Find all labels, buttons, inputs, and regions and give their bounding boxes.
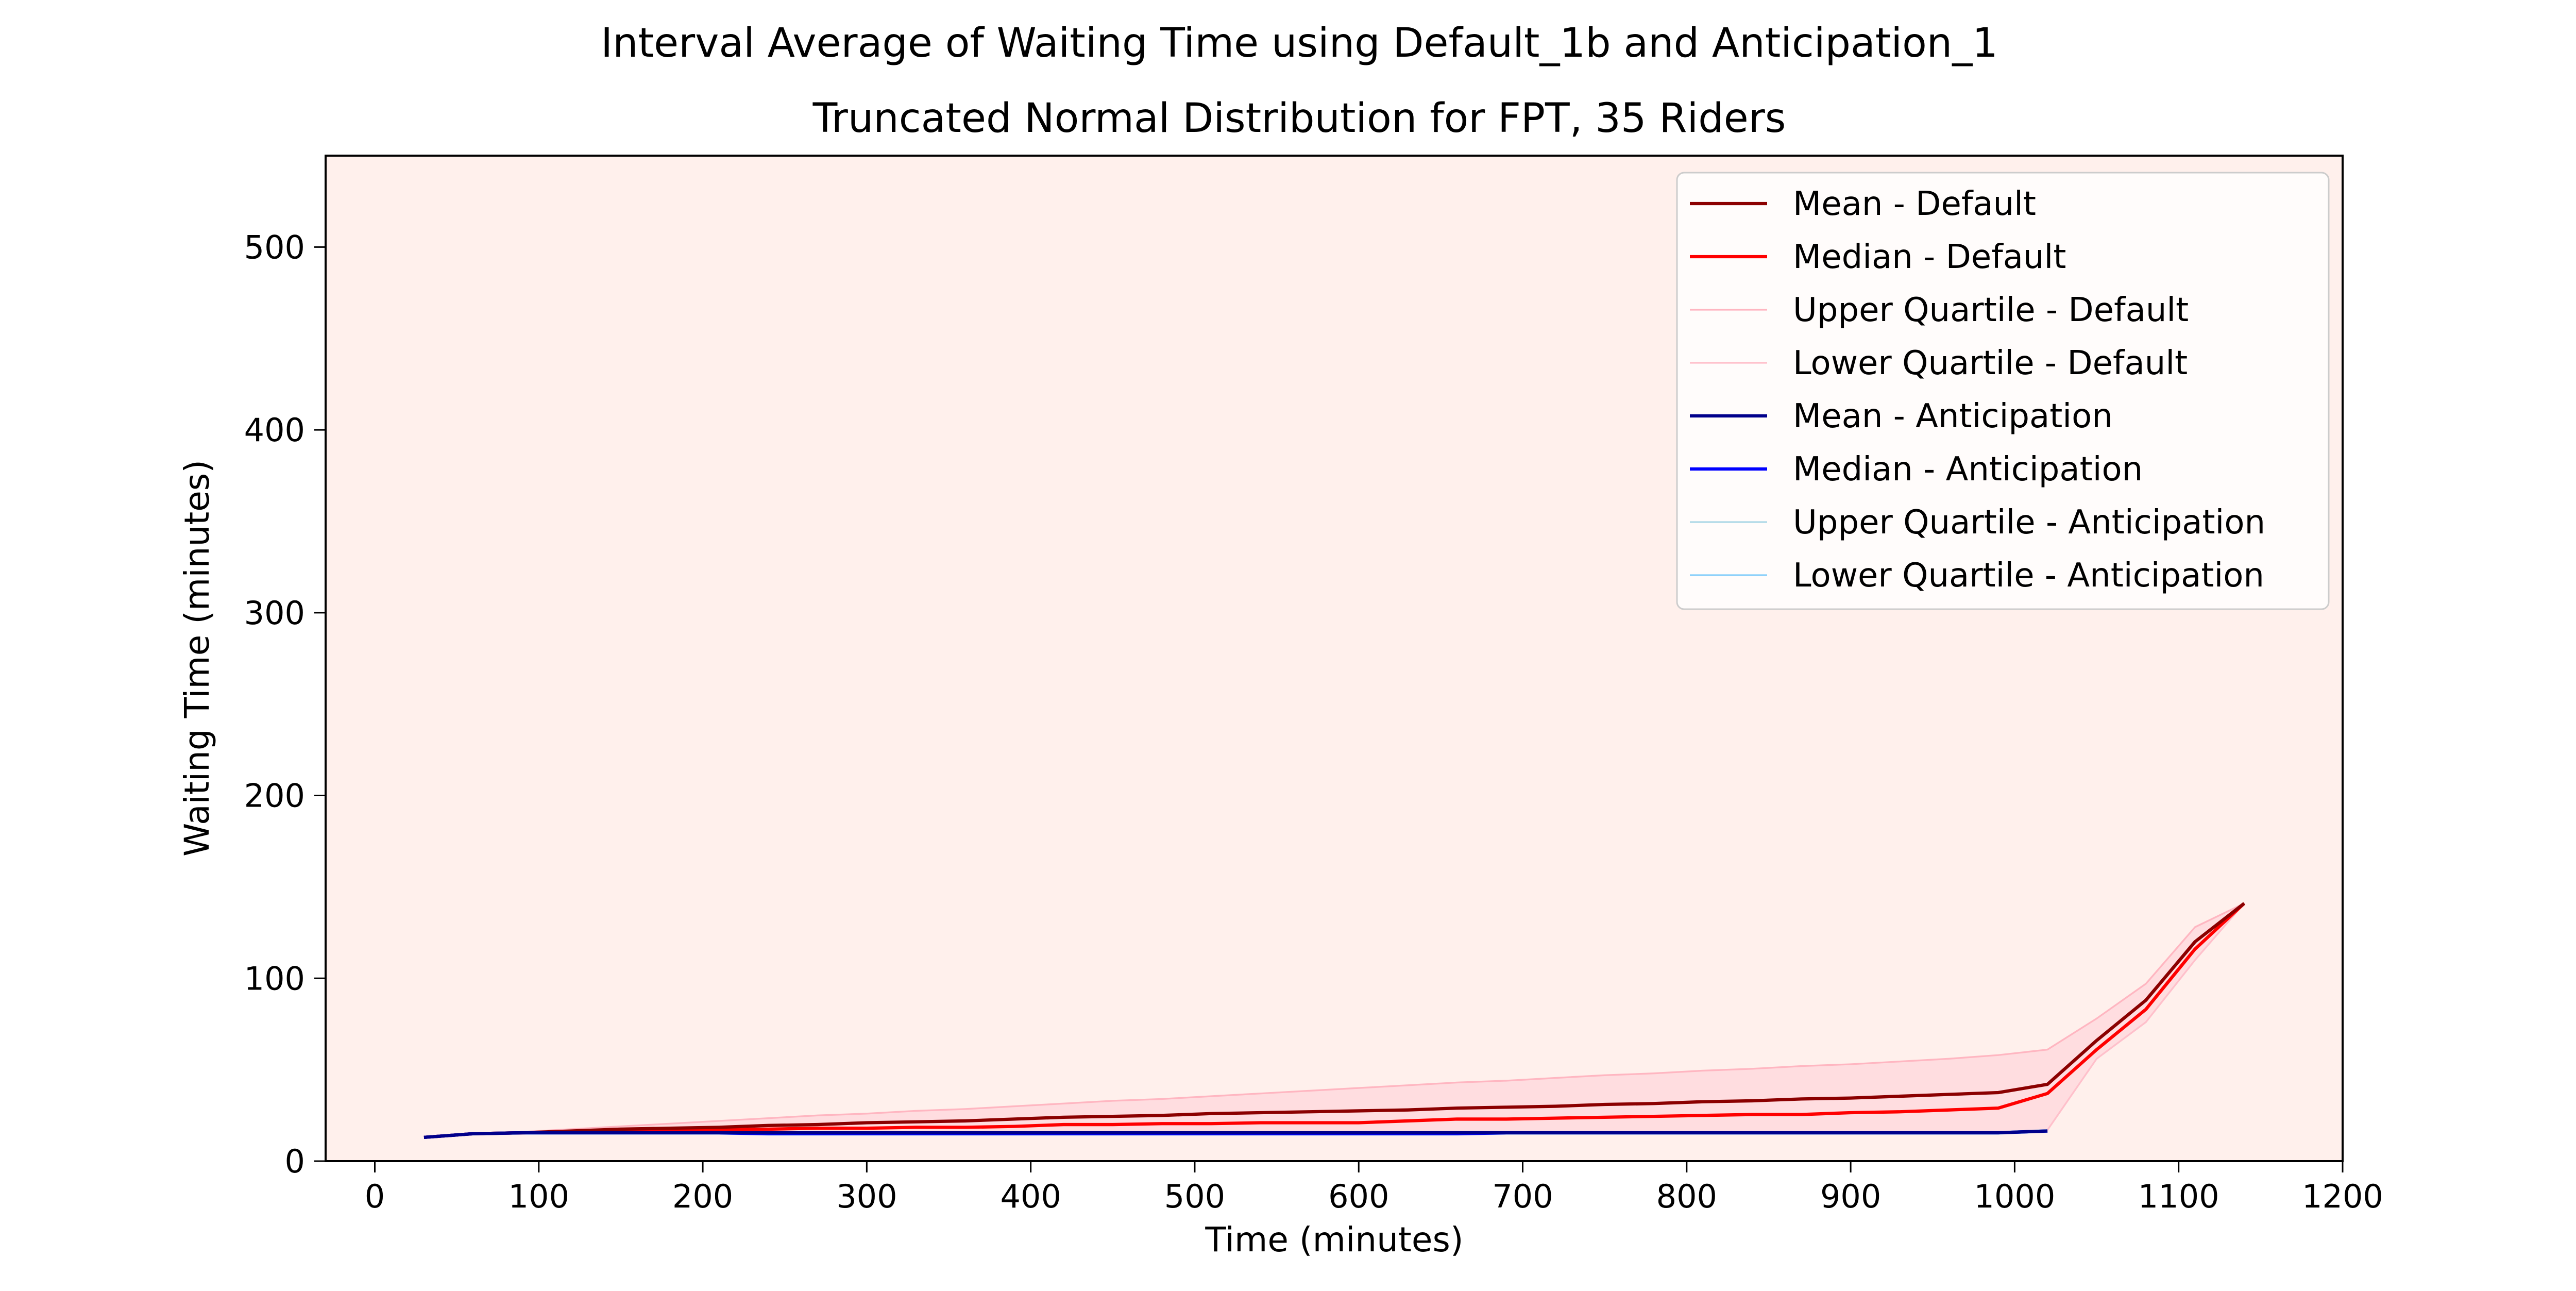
chart-subtitle: Truncated Normal Distribution for FPT, 3…: [812, 95, 1786, 142]
x-tick-label: 500: [1164, 1178, 1225, 1215]
plot-frame: [325, 155, 2344, 1162]
x-tick-label: 1000: [1974, 1178, 2056, 1215]
legend-label: Mean - Anticipation: [1793, 397, 2113, 435]
x-axis: 0 100 200 300 400 500 600 700 800 900 1000 1100 1200: [365, 1161, 2383, 1215]
legend-label: Upper Quartile - Anticipation: [1793, 504, 2265, 542]
x-axis-label: Time (minutes): [1205, 1220, 1463, 1260]
x-tick-label: 1200: [2302, 1178, 2383, 1215]
x-tick-label: 700: [1492, 1178, 1553, 1215]
x-tick-label: 0: [365, 1178, 385, 1215]
y-tick-label: 300: [244, 594, 305, 632]
x-tick-label: 100: [509, 1178, 569, 1215]
y-axis-label: Waiting Time (minutes): [177, 460, 217, 857]
series-line-upper-quartile-default: [423, 902, 2245, 1138]
default-quartile-band: [423, 903, 2245, 1137]
y-tick-label: 100: [244, 960, 305, 997]
x-tick-label: 900: [1820, 1178, 1881, 1215]
x-tick-label: 800: [1656, 1178, 1717, 1215]
y-axis: 0 100 200 300 400 500: [244, 228, 326, 1180]
legend: Mean - Default Median - Default Upper Quar…: [1676, 172, 2330, 610]
series-lines: [423, 902, 2246, 1139]
x-tick-label: 1100: [2138, 1178, 2219, 1215]
chart-title: Interval Average of Waiting Time using D…: [601, 20, 1998, 66]
x-tick-label: 200: [672, 1178, 733, 1215]
y-tick-label: 500: [244, 228, 305, 266]
legend-label: Lower Quartile - Anticipation: [1793, 557, 2264, 595]
legend-label: Median - Anticipation: [1793, 450, 2143, 489]
x-tick-label: 600: [1328, 1178, 1389, 1215]
legend-label: Upper Quartile - Default: [1793, 291, 2189, 329]
y-tick-label: 400: [244, 411, 305, 449]
series-line-mean-anticipation: [423, 1129, 2048, 1139]
x-tick-label: 400: [1000, 1178, 1061, 1215]
y-tick-label: 200: [244, 777, 305, 815]
y-tick-label: 0: [285, 1143, 305, 1180]
legend-label: Mean - Default: [1793, 185, 2036, 223]
x-tick-label: 300: [836, 1178, 897, 1215]
legend-label: Median - Default: [1793, 238, 2066, 276]
series-line-median-default: [423, 902, 2246, 1139]
legend-box: [1676, 172, 2330, 610]
series-line-mean-default: [423, 902, 2245, 1139]
legend-label: Lower Quartile - Default: [1793, 344, 2188, 382]
